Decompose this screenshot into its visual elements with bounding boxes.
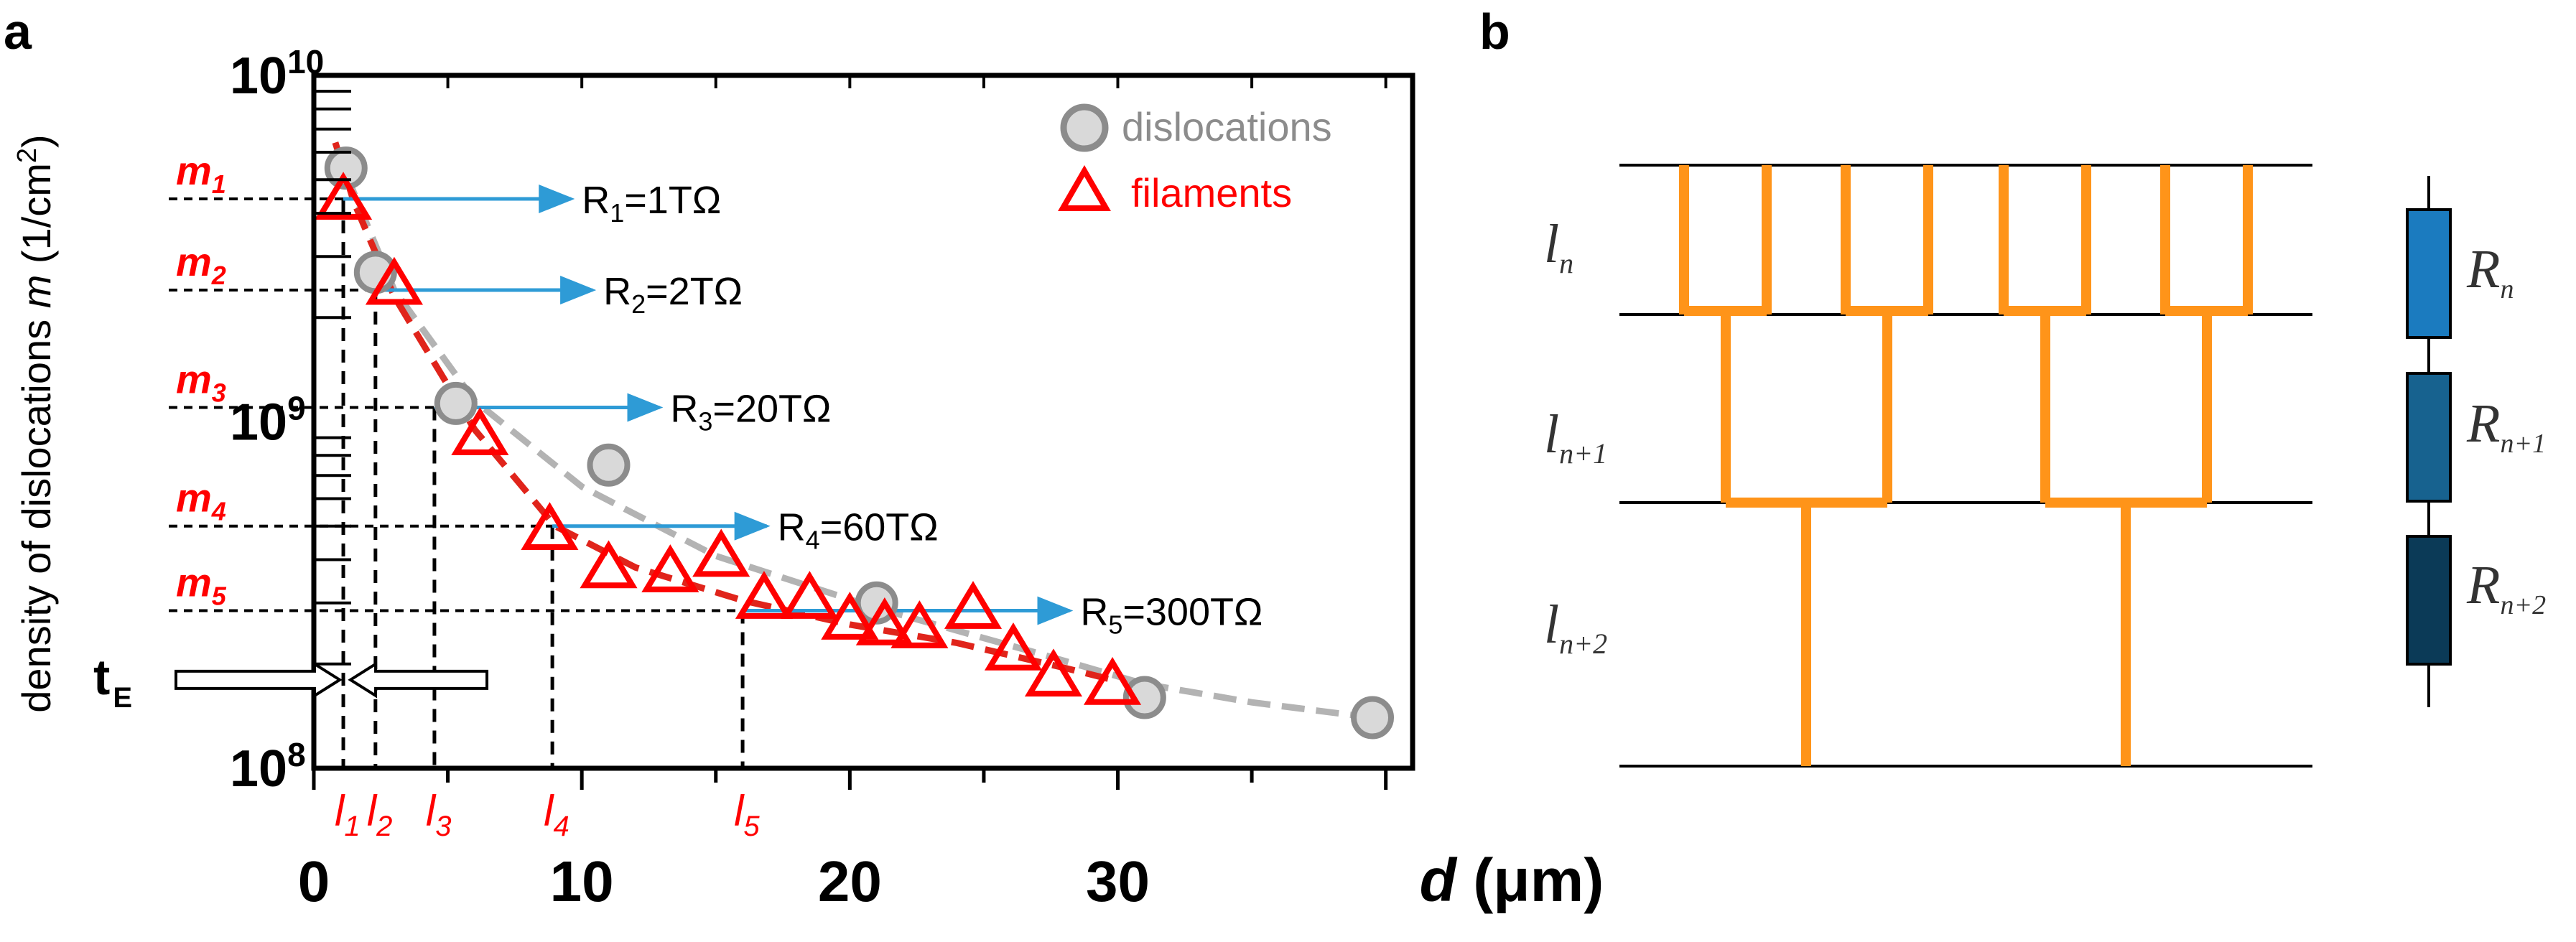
l-level-label: l3	[426, 787, 452, 842]
dislocations-trend-line	[343, 172, 1373, 721]
filament-point	[580, 540, 638, 589]
filament-point	[781, 571, 839, 619]
l-level-label: l1	[335, 787, 361, 842]
x-tick-label: 30	[1086, 849, 1150, 913]
filament-point	[944, 581, 1003, 629]
layer-label-n2: ln+2	[1544, 594, 1607, 660]
resistor-rn	[2406, 208, 2452, 339]
resistor-label-rn2: Rn+2	[2466, 555, 2546, 620]
m-level-label: m3	[176, 357, 226, 408]
x-axis-label: d (μm)	[1420, 847, 1604, 914]
l-level-label: l4	[544, 787, 569, 842]
filament-point	[821, 592, 879, 640]
plot-frame	[311, 73, 1415, 771]
y-tick-base: 10	[230, 394, 287, 452]
m-level-label: m4	[176, 475, 226, 526]
panel-a-label: a	[4, 4, 32, 60]
filament-point	[641, 544, 699, 592]
legend-dislocations-marker	[1060, 103, 1109, 152]
m-level-label: m2	[176, 239, 226, 290]
resistor-label-rn: Rn	[2466, 239, 2514, 304]
level-labels: m1 l1 R1=1TΩ m2 l2 R2=2TΩ m3 l3 R3=20TΩ m4 l4 R4=60…	[176, 148, 1263, 842]
resistance-label: R1=1TΩ	[582, 179, 721, 228]
resistance-label: R5=300TΩ	[1080, 591, 1263, 640]
y-tick-base: 10	[230, 47, 287, 105]
filament-tree	[1679, 165, 2253, 766]
legend-dislocations-label: dislocations	[1122, 104, 1332, 149]
te-left-arrow	[175, 661, 343, 699]
panel-a: a density of dislocations m (1/cm2) d (μ…	[4, 4, 1604, 914]
tree-branch	[1999, 165, 2091, 316]
legend-filaments-label: filaments	[1131, 170, 1292, 215]
resistor-rn1	[2406, 372, 2452, 503]
filament-point	[984, 622, 1043, 671]
y-tick-label: 109	[230, 390, 306, 452]
x-axis-ticks: 0 10 20 30	[298, 75, 1388, 913]
tree-branch	[1679, 165, 1772, 316]
layer-label-n: ln	[1544, 214, 1573, 279]
filament-point	[1083, 656, 1142, 705]
m-level-label: m1	[176, 148, 226, 199]
filament-point	[314, 172, 373, 220]
l-level-label: l5	[734, 787, 760, 842]
filament-point	[692, 528, 750, 577]
panel-b: b ln ln+1 ln+2 Rn Rn+1 Rn+2	[1479, 4, 2546, 768]
tree-branch	[1841, 165, 1933, 316]
filament-point	[365, 256, 424, 305]
resistance-label: R3=20TΩ	[670, 388, 831, 437]
y-tick-exponent: 8	[287, 736, 306, 773]
y-axis-label: density of dislocations m (1/cm2)	[12, 134, 59, 712]
y-tick-base: 10	[230, 740, 287, 798]
x-tick-label: 20	[818, 849, 882, 913]
dislocation-point	[1122, 676, 1166, 719]
dislocation-point	[1351, 696, 1395, 740]
resistance-label: R2=2TΩ	[603, 270, 743, 319]
legend: dislocations filaments	[1058, 103, 1332, 215]
filament-point	[521, 502, 579, 550]
tree-branch	[2160, 165, 2253, 316]
dislocation-point	[587, 443, 631, 487]
resistor-chain: Rn Rn+1 Rn+2	[2406, 176, 2546, 707]
l-level-label: l2	[367, 787, 393, 842]
filament-point	[451, 407, 509, 455]
y-tick-label: 1010	[230, 43, 324, 105]
filament-point	[735, 571, 793, 619]
filament-point	[855, 597, 913, 645]
panel-b-label: b	[1479, 4, 1510, 60]
resistor-rn2	[2406, 535, 2452, 666]
resistor-label-rn1: Rn+1	[2466, 393, 2546, 459]
m-level-label: m5	[176, 560, 227, 611]
y-tick-exponent: 10	[287, 43, 324, 80]
data-markers	[314, 146, 1395, 740]
filament-point	[891, 600, 949, 648]
filament-point	[1024, 648, 1083, 697]
layer-label-n1: ln+1	[1544, 404, 1607, 470]
resistance-label: R4=60TΩ	[778, 506, 939, 555]
tree-branch	[2040, 311, 2212, 508]
filaments-trend-line	[332, 141, 1114, 684]
y-tick-label: 108	[230, 736, 306, 798]
y-tick-exponent: 9	[287, 390, 306, 427]
x-tick-label: 10	[550, 849, 614, 913]
legend-filaments-marker	[1058, 164, 1111, 211]
tree-branch	[1721, 311, 1892, 508]
te-right-arrow	[348, 661, 489, 699]
dislocation-point	[434, 381, 478, 425]
x-tick-label: 0	[298, 849, 330, 913]
trend-lines	[332, 141, 1373, 721]
